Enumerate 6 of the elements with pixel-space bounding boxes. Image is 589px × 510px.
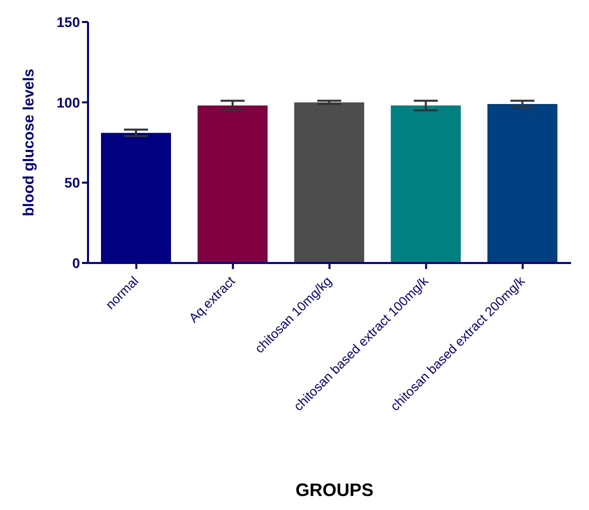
y-tick-label: 100 <box>56 94 80 110</box>
y-tick-label: 150 <box>56 14 80 30</box>
y-tick-label: 0 <box>72 254 80 271</box>
y-tick-label: 50 <box>64 174 80 191</box>
x-axis-title: GROUPS <box>294 480 374 501</box>
y-axis-title: blood glucose levels <box>20 68 38 216</box>
